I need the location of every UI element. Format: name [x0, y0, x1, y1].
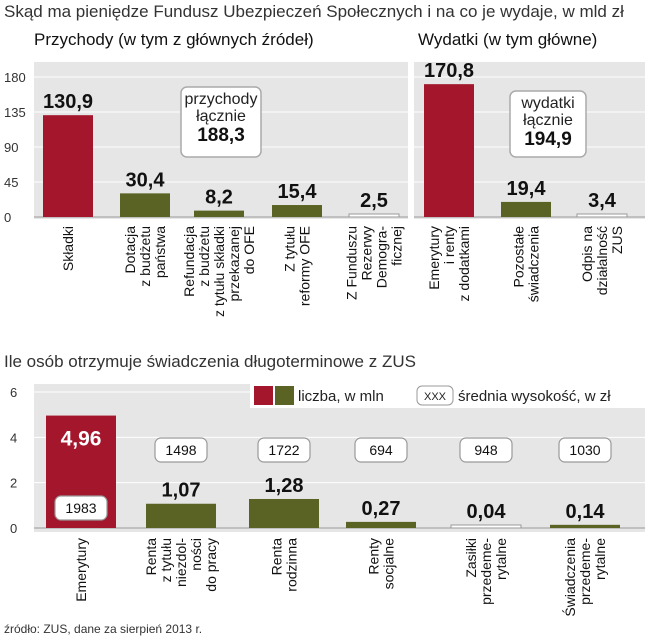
expense-bar: [576, 213, 628, 218]
beneficiaries-bar: [249, 498, 319, 528]
beneficiaries-category-label: Zasiłkiprzedeme-rytalne: [463, 538, 509, 605]
expense-bar: [424, 84, 474, 218]
revenue-category-label: Dotacjaz budżetupaństwa: [122, 226, 168, 287]
beneficiaries-value-label: 0,04: [467, 501, 507, 523]
revenue-value-label: 30,4: [126, 169, 166, 191]
beneficiaries-plot-area: [34, 384, 645, 532]
revenue-category-label: Z tytułureformy OFE: [282, 226, 313, 306]
legend-olive-swatch: [275, 386, 294, 405]
revenue-bar: [272, 205, 322, 217]
expense-value-label: 3,4: [588, 190, 617, 212]
y-tick-label: 180: [4, 70, 26, 85]
beneficiaries-category-label: Emerytury: [73, 538, 89, 602]
average-amount-box: [257, 437, 311, 463]
legend-average-sample: XXX: [424, 391, 447, 403]
expense-chart-title: Wydatki (w tym główne): [418, 30, 598, 49]
y-tick-label: 135: [4, 105, 26, 120]
average-amount-box: [459, 437, 513, 463]
expense-total-label-line: łącznie: [523, 112, 573, 129]
expense-bar: [501, 201, 551, 217]
revenue-value-label: 8,2: [205, 187, 233, 209]
beneficiaries-value-label: 4,96: [61, 428, 102, 451]
y-tick-label: 45: [4, 175, 18, 190]
beneficiaries-category-label: Rentarodzinna: [269, 538, 300, 592]
average-amount-value: 1983: [65, 500, 96, 516]
average-amount-box: [154, 437, 208, 463]
expense-value-label: 170,8: [424, 60, 474, 82]
y-tick-label: 4: [10, 430, 17, 445]
beneficiaries-chart-title: Ile osób otrzymuje świadczenia długoterm…: [4, 352, 416, 371]
beneficiaries-category-label: Rentysocjalne: [366, 538, 397, 590]
beneficiaries-bar: [146, 503, 216, 528]
y-tick-label: 2: [10, 476, 17, 491]
expense-total-value: 194,9: [524, 129, 572, 150]
average-amount-value: 948: [474, 442, 498, 458]
revenue-chart-title: Przychody (w tym z głównych źródeł): [34, 30, 314, 49]
average-amount-value: 694: [369, 442, 393, 458]
y-tick-label: 6: [10, 385, 17, 400]
revenue-category-label: Refundacjaz budżetuz tytułu składkiprzek…: [181, 226, 257, 317]
beneficiaries-bar: [450, 524, 522, 529]
legend-count-label: liczba, w mln: [298, 388, 384, 405]
revenue-total-label-line: łącznie: [196, 108, 246, 125]
expense-category-label: Pozostałeświadczenia: [511, 226, 542, 302]
average-amount-box: [558, 437, 612, 463]
revenue-value-label: 130,9: [43, 91, 93, 113]
expense-total-box: [509, 90, 587, 158]
revenue-total-box: [180, 86, 262, 158]
revenue-bar: [43, 115, 93, 217]
beneficiaries-category-label: Rentaz tytułuniezdol-noścido pracy: [143, 538, 219, 592]
beneficiaries-bar: [346, 521, 416, 528]
chart-main-title: Skąd ma pieniędze Fundusz Ubezpieczeń Sp…: [4, 2, 624, 21]
beneficiaries-bar: [550, 524, 620, 528]
beneficiaries-category-label: Świadczeniaprzedeme-rytalne: [561, 538, 608, 617]
legend-red-swatch: [254, 386, 273, 405]
average-amount-value: 1498: [165, 442, 196, 458]
average-amount-box: [354, 437, 408, 463]
revenue-value-label: 2,5: [360, 190, 388, 212]
expense-category-label: Odpis nadziałalnośćZUS: [579, 226, 625, 295]
revenue-category-label: Składki: [60, 226, 76, 271]
expense-total-label-line: wydatki: [520, 95, 574, 112]
legend-average-label: średnia wysokość, w zł: [458, 388, 611, 405]
revenue-total-value: 188,3: [197, 125, 245, 146]
expense-category-label: Emeryturyi rentyz dodatkami: [426, 226, 472, 301]
y-tick-label: 0: [10, 521, 17, 536]
beneficiaries-value-label: 0,27: [362, 498, 401, 520]
beneficiaries-value-label: 1,07: [162, 480, 201, 502]
revenue-bar: [120, 193, 170, 217]
beneficiaries-value-label: 0,14: [566, 501, 606, 523]
average-amount-value: 1722: [268, 442, 299, 458]
expense-value-label: 19,4: [507, 178, 547, 200]
revenue-total-label-line: przychody: [185, 91, 258, 108]
revenue-bar: [194, 210, 244, 217]
revenue-value-label: 15,4: [278, 181, 318, 203]
y-tick-label: 90: [4, 140, 18, 155]
beneficiaries-value-label: 1,28: [265, 475, 304, 497]
revenue-bar: [348, 213, 400, 218]
average-amount-value: 1030: [569, 442, 600, 458]
average-amount-box: [54, 495, 108, 521]
legend-average-sample-box: [416, 385, 454, 406]
y-tick-label: 0: [4, 210, 11, 225]
revenue-category-label: Z FunduszuRezerwyDemogra-ficznej: [344, 226, 405, 300]
source-note: źródło: ZUS, dane za sierpień 2013 r.: [4, 622, 203, 636]
